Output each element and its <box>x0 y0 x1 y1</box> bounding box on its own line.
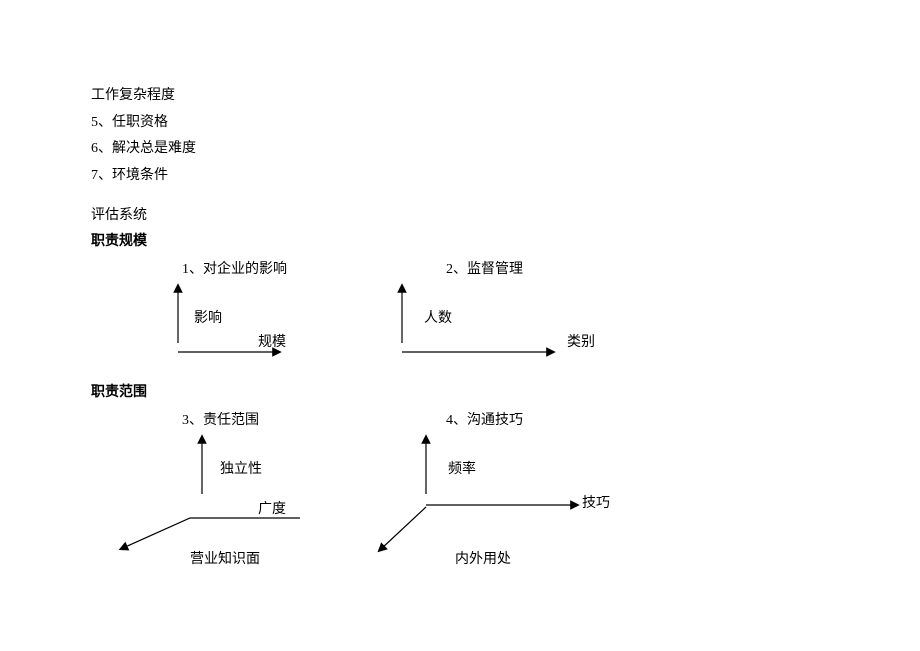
d4-title: 4、沟通技巧 <box>446 409 523 429</box>
d4-diag-arrow <box>375 505 435 555</box>
d1-title: 1、对企业的影响 <box>182 258 287 278</box>
d4-y-label: 频率 <box>448 458 476 478</box>
eval-system-title: 评估系统 <box>91 203 147 230</box>
line-5: 5、任职资格 <box>91 110 196 137</box>
section-scope-title: 职责范围 <box>91 380 147 407</box>
top-list: 工作复杂程度 5、任职资格 6、解决总是难度 7、环境条件 <box>91 83 196 189</box>
line-6: 6、解决总是难度 <box>91 136 196 163</box>
d2-title: 2、监督管理 <box>446 258 523 278</box>
d2-y-label: 人数 <box>424 307 452 327</box>
d2-x-label: 类别 <box>567 331 595 351</box>
line-7: 7、环境条件 <box>91 163 196 190</box>
d4-x-label: 技巧 <box>582 492 610 512</box>
d1-y-label: 影响 <box>194 307 222 327</box>
d3-y-label: 独立性 <box>220 458 262 478</box>
d4-x-arrow <box>420 498 580 518</box>
d3-title: 3、责任范围 <box>182 409 259 429</box>
line-complexity: 工作复杂程度 <box>91 83 196 110</box>
d4-y-arrow <box>420 436 440 496</box>
d1-x-label: 规模 <box>258 331 286 351</box>
d3-y-arrow <box>196 436 216 496</box>
section-scale-title: 职责规模 <box>91 229 147 256</box>
d3-z-label: 营业知识面 <box>190 548 260 568</box>
d2-y-arrow <box>396 285 416 345</box>
d2-x-arrow <box>396 345 556 365</box>
d4-z-label: 内外用处 <box>455 548 511 568</box>
d1-y-arrow <box>172 285 192 345</box>
